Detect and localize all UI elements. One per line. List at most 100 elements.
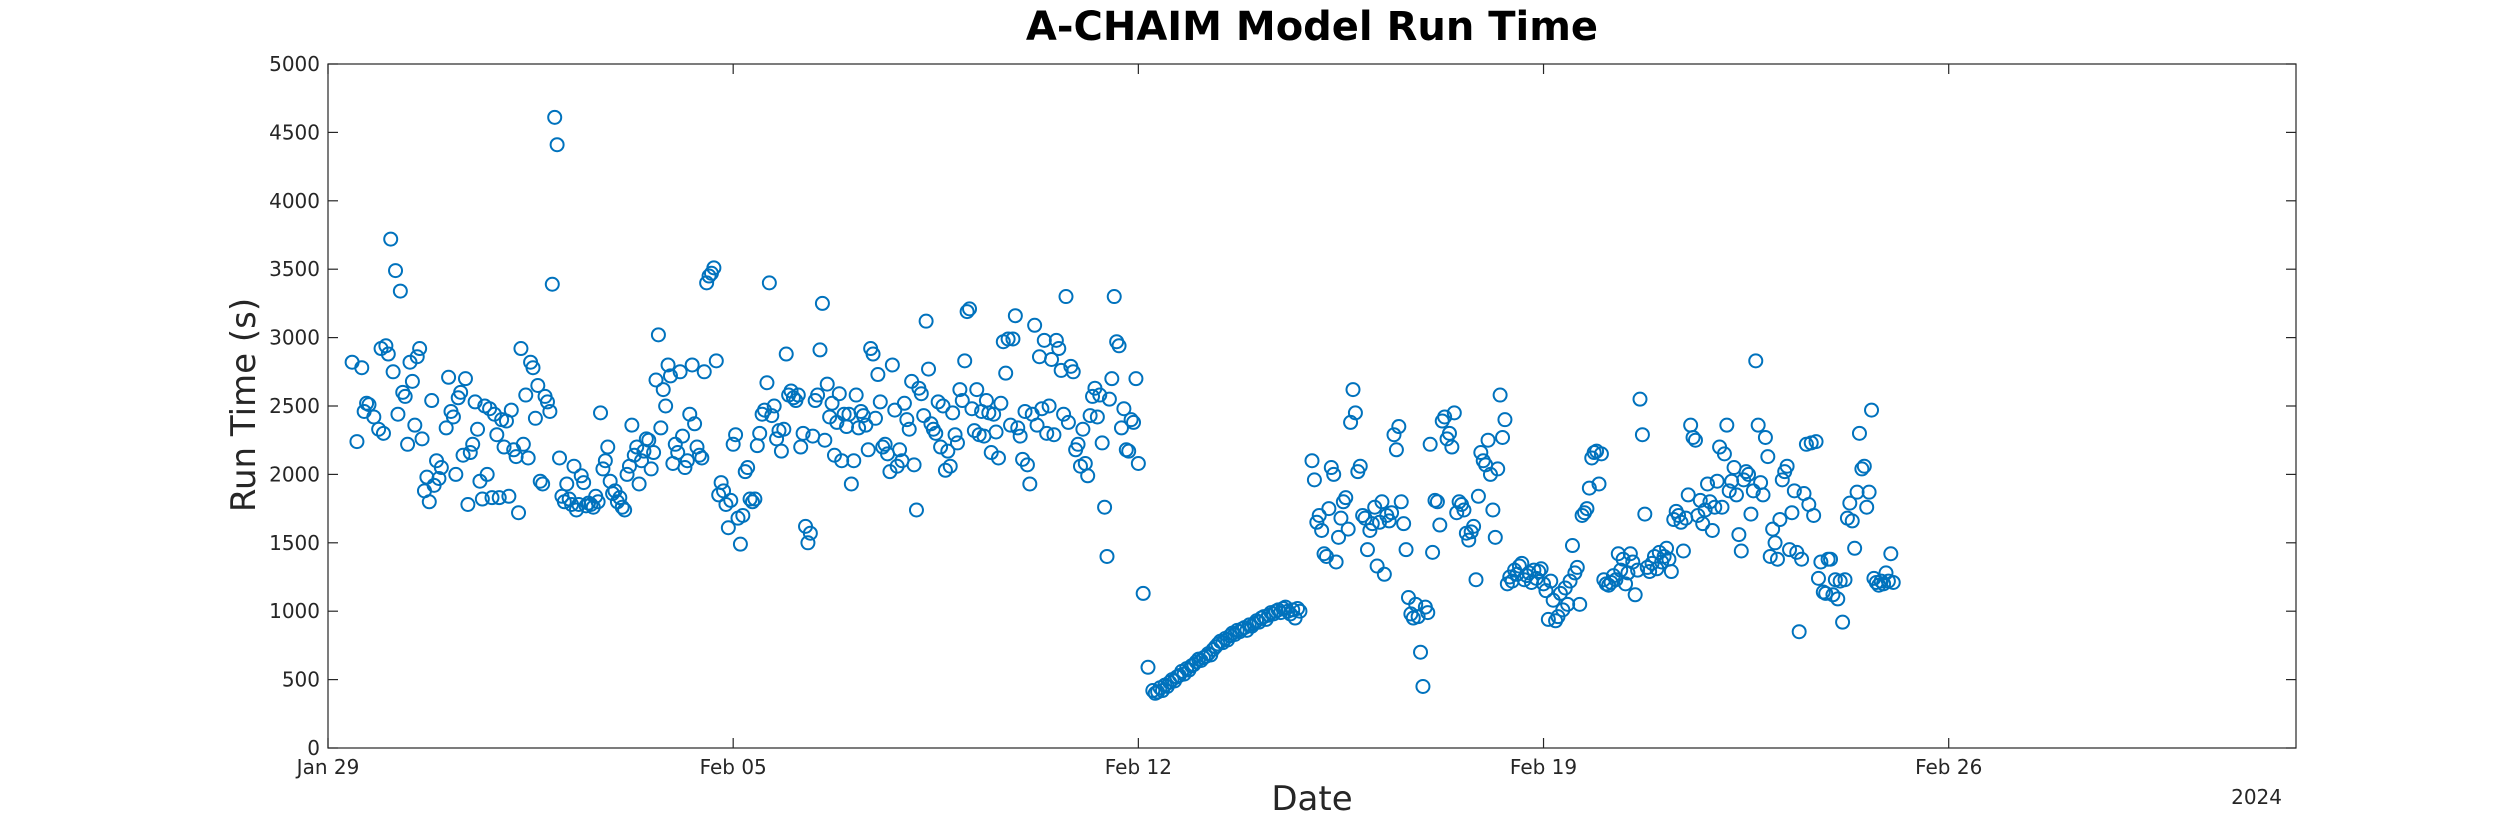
data-point (701, 268, 717, 284)
data-point (388, 263, 404, 279)
data-point (1451, 494, 1467, 510)
data-point (1089, 409, 1105, 425)
data-point (800, 535, 816, 551)
data-point (769, 431, 785, 447)
data-point (947, 427, 963, 443)
data-point (1536, 576, 1552, 592)
data-point (776, 421, 792, 437)
data-point (1714, 499, 1730, 515)
data-point (795, 425, 811, 441)
data-point (525, 360, 541, 376)
data-point (870, 367, 886, 383)
y-tick-label: 1500 (269, 531, 320, 555)
data-point (1844, 513, 1860, 529)
data-point (1376, 566, 1392, 582)
data-point (1304, 453, 1320, 469)
data-point (949, 435, 965, 451)
data-point (1309, 514, 1325, 530)
data-point (1029, 417, 1045, 433)
y-tick-label: 0 (307, 736, 320, 760)
data-point (1345, 382, 1361, 398)
data-point (1364, 516, 1380, 532)
data-point (964, 401, 980, 417)
data-point (1425, 544, 1441, 560)
data-point (1514, 555, 1530, 571)
data-point (354, 360, 370, 376)
data-point (433, 460, 449, 476)
data-point (708, 353, 724, 369)
data-point (414, 431, 430, 447)
data-point (549, 137, 565, 153)
data-point (1051, 341, 1067, 357)
data-point (747, 491, 763, 507)
data-point (865, 346, 881, 362)
y-tick-label: 3000 (269, 326, 320, 350)
data-point (1651, 544, 1667, 560)
data-point (1673, 514, 1689, 530)
data-point (520, 450, 536, 466)
data-point (1391, 419, 1407, 435)
data-point (819, 376, 835, 392)
y-tick-label: 4000 (269, 189, 320, 213)
data-point (535, 476, 551, 492)
data-point (1022, 476, 1038, 492)
data-point (1048, 332, 1064, 348)
data-point (583, 496, 599, 512)
data-point (501, 488, 517, 504)
data-point (1808, 434, 1824, 450)
data-point (1113, 420, 1129, 436)
data-point (467, 394, 483, 410)
data-point (658, 398, 674, 414)
data-point (1562, 573, 1578, 589)
data-point (1044, 351, 1060, 367)
data-point (527, 410, 543, 426)
data-point (1121, 443, 1137, 459)
data-point (1415, 678, 1431, 694)
data-point (390, 406, 406, 422)
data-point (1847, 540, 1863, 556)
data-point (1007, 308, 1023, 324)
data-point (1111, 338, 1127, 354)
data-point (1579, 501, 1595, 517)
data-point (1618, 576, 1634, 592)
data-point (1864, 402, 1880, 418)
data-point (1835, 614, 1851, 630)
data-point (1733, 543, 1749, 559)
data-point (1842, 495, 1858, 511)
data-point (424, 393, 440, 409)
data-point (1321, 501, 1337, 517)
data-point (641, 432, 657, 448)
data-point (1823, 551, 1839, 567)
data-point (465, 436, 481, 452)
data-point (906, 457, 922, 473)
data-point (1085, 388, 1101, 404)
data-point (1446, 405, 1462, 421)
data-point (872, 394, 888, 410)
data-point (479, 466, 495, 482)
data-point (1830, 591, 1846, 607)
data-point (1012, 428, 1028, 444)
data-point (1719, 417, 1735, 433)
data-point (484, 490, 500, 506)
data-point (460, 496, 476, 512)
data-point (725, 436, 741, 452)
data-point (653, 420, 669, 436)
data-point (539, 394, 555, 410)
data-point (1704, 522, 1720, 538)
x-tick-label: Feb 05 (700, 755, 767, 779)
data-point (593, 405, 609, 421)
data-point (1461, 532, 1477, 548)
data-point (1388, 442, 1404, 458)
data-point (1837, 572, 1853, 588)
data-point (723, 492, 739, 508)
data-point (1429, 494, 1445, 510)
data-point (547, 109, 563, 125)
data-point (884, 357, 900, 373)
data-point (1813, 554, 1829, 570)
data-point (687, 416, 703, 432)
data-point (1687, 432, 1703, 448)
data-point (1468, 572, 1484, 588)
data-point (1497, 412, 1513, 428)
data-point (378, 338, 394, 354)
